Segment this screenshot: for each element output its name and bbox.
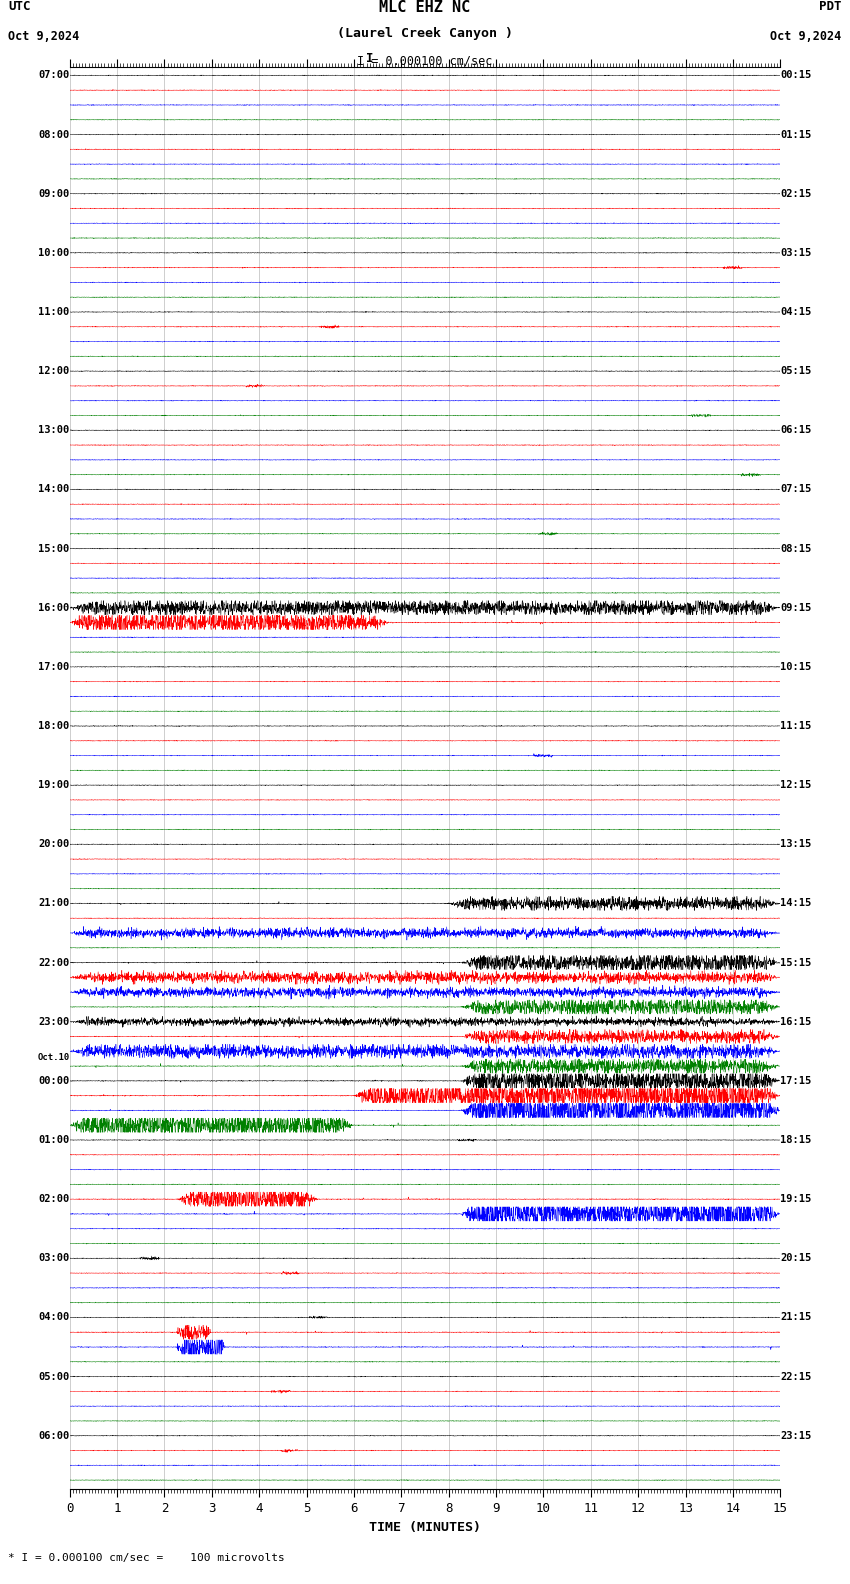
X-axis label: TIME (MINUTES): TIME (MINUTES) (369, 1521, 481, 1533)
Text: 05:00: 05:00 (38, 1372, 70, 1381)
Text: 09:15: 09:15 (780, 602, 812, 613)
Text: * I = 0.000100 cm/sec =    100 microvolts: * I = 0.000100 cm/sec = 100 microvolts (8, 1554, 286, 1563)
Text: 15:15: 15:15 (780, 958, 812, 968)
Text: 15:00: 15:00 (38, 543, 70, 553)
Text: 16:15: 16:15 (780, 1017, 812, 1026)
Text: 21:00: 21:00 (38, 898, 70, 909)
Text: 20:15: 20:15 (780, 1253, 812, 1264)
Text: 18:00: 18:00 (38, 721, 70, 730)
Text: 10:15: 10:15 (780, 662, 812, 672)
Text: Oct 9,2024: Oct 9,2024 (8, 30, 80, 43)
Text: 18:15: 18:15 (780, 1136, 812, 1145)
Text: 10:00: 10:00 (38, 247, 70, 258)
Text: 02:00: 02:00 (38, 1194, 70, 1204)
Text: 05:15: 05:15 (780, 366, 812, 375)
Text: 17:00: 17:00 (38, 662, 70, 672)
Text: 06:15: 06:15 (780, 425, 812, 436)
Text: 23:00: 23:00 (38, 1017, 70, 1026)
Text: MLC EHZ NC: MLC EHZ NC (379, 0, 471, 14)
Text: 21:15: 21:15 (780, 1313, 812, 1323)
Text: 09:00: 09:00 (38, 188, 70, 198)
Text: 03:00: 03:00 (38, 1253, 70, 1264)
Text: 20:00: 20:00 (38, 840, 70, 849)
Text: 01:15: 01:15 (780, 130, 812, 139)
Text: 13:15: 13:15 (780, 840, 812, 849)
Text: 07:00: 07:00 (38, 70, 70, 81)
Text: 03:15: 03:15 (780, 247, 812, 258)
Text: 11:15: 11:15 (780, 721, 812, 730)
Text: 14:00: 14:00 (38, 485, 70, 494)
Text: 12:00: 12:00 (38, 366, 70, 375)
Text: 12:15: 12:15 (780, 781, 812, 790)
Text: 14:15: 14:15 (780, 898, 812, 909)
Text: Oct.10: Oct.10 (37, 1053, 70, 1063)
Text: 22:15: 22:15 (780, 1372, 812, 1381)
Text: 23:15: 23:15 (780, 1430, 812, 1441)
Text: 04:00: 04:00 (38, 1313, 70, 1323)
Text: 06:00: 06:00 (38, 1430, 70, 1441)
Text: 22:00: 22:00 (38, 958, 70, 968)
Text: 16:00: 16:00 (38, 602, 70, 613)
Text: UTC: UTC (8, 0, 31, 13)
Text: 00:00: 00:00 (38, 1076, 70, 1087)
Text: 02:15: 02:15 (780, 188, 812, 198)
Text: Oct 9,2024: Oct 9,2024 (770, 30, 842, 43)
Text: I = 0.000100 cm/sec: I = 0.000100 cm/sec (357, 54, 493, 68)
Text: 07:15: 07:15 (780, 485, 812, 494)
Text: 08:00: 08:00 (38, 130, 70, 139)
Text: 17:15: 17:15 (780, 1076, 812, 1087)
Text: 19:00: 19:00 (38, 781, 70, 790)
Text: PDT: PDT (819, 0, 842, 13)
Text: 01:00: 01:00 (38, 1136, 70, 1145)
Text: 19:15: 19:15 (780, 1194, 812, 1204)
Text: 13:00: 13:00 (38, 425, 70, 436)
Text: (Laurel Creek Canyon ): (Laurel Creek Canyon ) (337, 27, 513, 40)
Text: 04:15: 04:15 (780, 307, 812, 317)
Text: 00:15: 00:15 (780, 70, 812, 81)
Text: 11:00: 11:00 (38, 307, 70, 317)
Text: I: I (366, 52, 373, 65)
Text: 08:15: 08:15 (780, 543, 812, 553)
